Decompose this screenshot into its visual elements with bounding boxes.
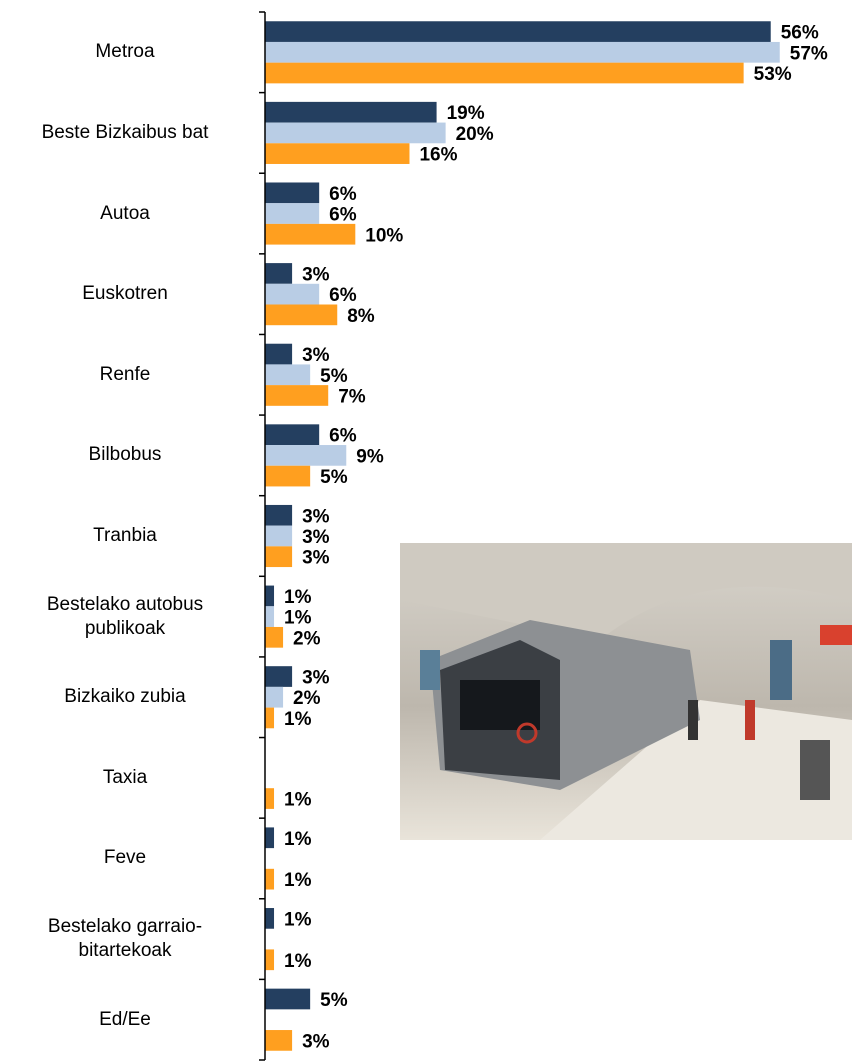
bar <box>265 465 311 487</box>
value-label: 16% <box>419 145 457 166</box>
value-label: 3% <box>302 506 330 527</box>
value-label: 53% <box>754 64 792 85</box>
category-label: Bilbobus <box>88 444 162 466</box>
value-label: 8% <box>347 306 375 327</box>
bar <box>265 445 347 466</box>
bar <box>265 788 275 809</box>
bar <box>265 868 275 890</box>
value-label: 2% <box>293 688 321 709</box>
bar <box>265 122 446 144</box>
category-label: Ed/Ee <box>99 1008 151 1030</box>
bar <box>265 101 437 123</box>
bar <box>265 666 293 687</box>
category-label: Euskotren <box>82 283 168 305</box>
value-label: 10% <box>365 225 403 246</box>
bar <box>265 988 311 1010</box>
category-label: Metroa <box>95 41 155 63</box>
value-label: 57% <box>790 43 828 64</box>
bar <box>265 41 780 63</box>
bar <box>265 343 293 365</box>
category-label: Bestelako autobus publikoak <box>46 593 204 639</box>
bar <box>265 949 275 971</box>
value-label: 5% <box>320 467 348 488</box>
bar <box>265 424 320 446</box>
value-label: 3% <box>302 264 330 285</box>
value-label: 1% <box>284 587 312 608</box>
value-label: 5% <box>320 990 348 1011</box>
bar <box>265 585 275 607</box>
category-label: Autoa <box>100 202 150 224</box>
value-label: 19% <box>447 103 485 124</box>
value-label: 3% <box>302 1031 330 1052</box>
value-label: 1% <box>284 790 312 811</box>
value-label: 6% <box>329 205 357 226</box>
value-label: 1% <box>284 909 312 930</box>
value-label: 7% <box>338 386 366 407</box>
bar <box>265 827 275 849</box>
value-label: 3% <box>302 527 330 548</box>
value-label: 5% <box>320 366 348 387</box>
bar <box>265 304 338 326</box>
value-label: 3% <box>302 668 330 689</box>
value-label: 3% <box>302 548 330 569</box>
category-label: Renfe <box>99 363 151 385</box>
bar <box>265 606 275 627</box>
bar <box>265 364 311 386</box>
value-label: 56% <box>781 23 819 44</box>
value-label: 1% <box>284 608 312 629</box>
bar <box>265 223 356 245</box>
value-label: 1% <box>284 709 312 730</box>
value-label: 6% <box>329 184 357 205</box>
bar <box>265 626 284 648</box>
category-label: Tranbia <box>93 525 157 546</box>
value-label: 9% <box>356 446 384 467</box>
bar <box>265 283 320 305</box>
bar <box>265 686 284 708</box>
category-label: Bestelako garraio- bitartekoak <box>47 916 203 962</box>
value-label: 2% <box>293 628 321 649</box>
bar <box>265 1030 293 1051</box>
bar <box>265 546 293 568</box>
value-label: 20% <box>456 124 494 145</box>
bar <box>265 182 320 204</box>
value-label: 6% <box>329 426 357 447</box>
bar <box>265 21 771 42</box>
category-label: Feve <box>103 847 147 869</box>
value-label: 3% <box>302 345 330 366</box>
bar <box>265 385 329 406</box>
category-label: Beste Bizkaibus bat <box>41 121 209 143</box>
bar <box>265 504 293 526</box>
bar <box>265 263 293 284</box>
value-label: 1% <box>284 951 312 972</box>
value-label: 6% <box>329 285 357 306</box>
bar <box>265 203 320 224</box>
value-label: 1% <box>284 829 312 850</box>
bar <box>265 62 744 84</box>
category-label: Bizkaiko zubia <box>64 686 186 708</box>
category-label: Taxia <box>102 766 148 788</box>
bar <box>265 707 275 729</box>
bar <box>265 143 410 164</box>
bar <box>265 525 293 547</box>
photo <box>400 543 852 840</box>
bar <box>265 908 275 929</box>
value-label: 1% <box>284 870 312 891</box>
